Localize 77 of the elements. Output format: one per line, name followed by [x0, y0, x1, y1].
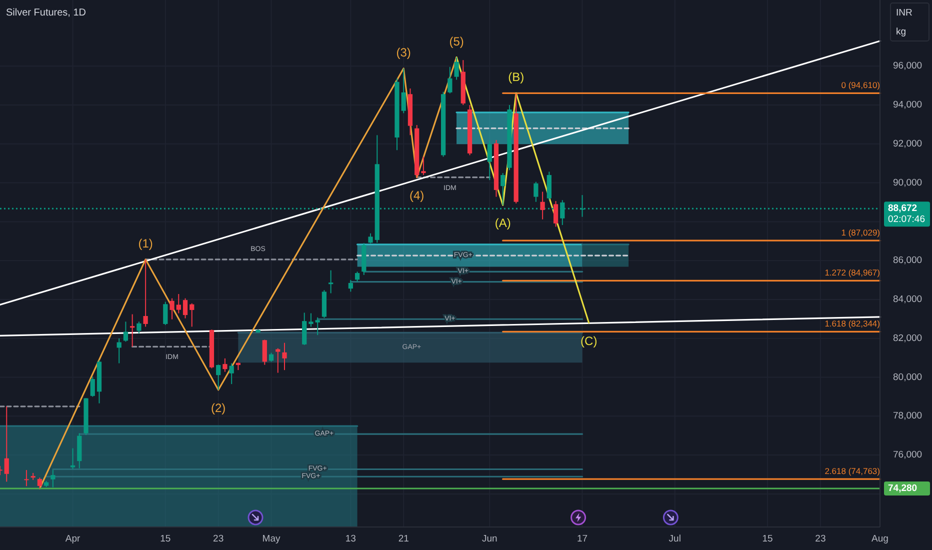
candlestick: [328, 270, 334, 294]
y-axis-title: INR kg: [896, 8, 912, 38]
candlestick: [448, 66, 452, 94]
candlestick: [315, 316, 320, 336]
candlestick: [262, 339, 267, 366]
candlestick: [276, 348, 280, 374]
annotation: (4): [410, 188, 424, 202]
y-tick-label: 96,000: [893, 60, 922, 72]
candlestick: [182, 298, 188, 319]
candlestick: [546, 171, 552, 201]
candlestick: [308, 312, 314, 328]
x-tick-label: 13: [345, 534, 356, 544]
candlestick: [222, 358, 228, 372]
x-tick-label: May: [262, 534, 280, 544]
x-tick-label: Aug: [872, 534, 888, 544]
y-tick-label: 92,000: [893, 138, 922, 150]
annotation: (3): [396, 45, 411, 60]
ref-line-label: 88,672 02:07:46: [888, 203, 925, 226]
x-tick-label: Apr: [65, 534, 80, 544]
candlestick: [368, 232, 373, 244]
annotation: (A): [494, 216, 511, 230]
candlestick: [401, 68, 406, 114]
candlestick: [50, 470, 56, 488]
x-tick-label: 21: [398, 534, 409, 544]
candlestick: [123, 321, 128, 342]
y-tick-label: 90,000: [893, 177, 922, 188]
annotation: (1): [138, 236, 153, 250]
x-tick-label: 15: [160, 534, 171, 544]
y-tick-label: 84,000: [893, 294, 922, 305]
candlestick: [282, 342, 287, 371]
annotation: (C): [580, 334, 598, 348]
candlestick: [421, 156, 426, 176]
candlestick: [553, 200, 558, 228]
y-tick-label: 86,000: [893, 255, 922, 266]
y-tick-label: 82,000: [893, 332, 922, 344]
y-tick-label: 76,000: [893, 450, 922, 461]
y-tick-label: 80,000: [893, 372, 922, 383]
candlestick: [348, 280, 353, 292]
x-tick-label: 23: [213, 534, 224, 544]
data-label: 0 (94,610): [841, 80, 880, 90]
candlestick: [37, 477, 42, 489]
candlestick: [70, 448, 76, 470]
data-label: 1 (87,029): [841, 228, 880, 238]
candlestick: [24, 470, 29, 487]
candlestick: [540, 191, 545, 220]
candlestick: [90, 376, 95, 398]
candlestick: [216, 364, 221, 390]
candlestick: [136, 321, 142, 334]
candlestick: [454, 56, 459, 80]
annotation: (5): [449, 34, 464, 48]
candlestick: [500, 172, 506, 206]
annotation: (2): [211, 400, 226, 415]
y-tick-label: 94,000: [893, 100, 922, 111]
text: Silver Futures, 1D: [6, 8, 86, 18]
candlestick: [534, 181, 538, 202]
candlestick: [4, 406, 9, 482]
candlestick: [354, 271, 360, 282]
annotation: (B): [508, 70, 524, 84]
ref-line-label: 74,280: [888, 482, 918, 494]
data-label: 1.272 (84,967): [824, 268, 880, 278]
x-tick-label: 23: [815, 534, 826, 544]
candlestick: [130, 314, 135, 348]
x-tick-label: 17: [576, 534, 588, 544]
candlestick: [229, 362, 234, 385]
data-label: 1.618 (82,344): [824, 318, 880, 329]
x-tick-label: Jul: [668, 534, 681, 544]
x-tick-label: Jun: [482, 534, 498, 544]
y-tick-label: 78,000: [893, 410, 922, 422]
x-tick-label: 15: [762, 534, 773, 544]
data-label: 2.618 (74,763): [824, 466, 880, 476]
candlestick: [143, 258, 148, 328]
candlestick: [487, 140, 492, 181]
candlestick: [163, 301, 168, 326]
candlestick: [176, 294, 181, 314]
candlestick: [170, 298, 174, 320]
candlestick: [302, 312, 307, 346]
candlestick: [190, 302, 194, 328]
